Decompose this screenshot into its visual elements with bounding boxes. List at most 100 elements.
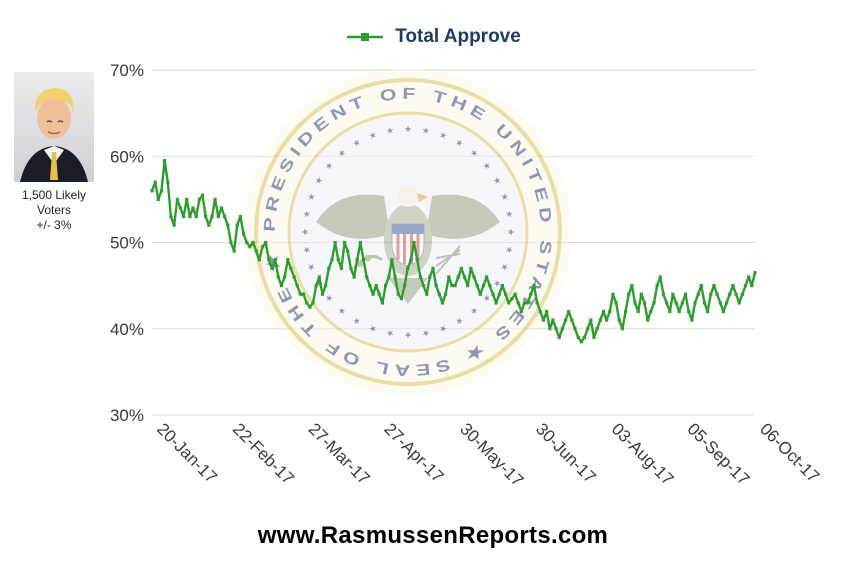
sample-size-caption: 1,500 Likely Voters +/- 3% xyxy=(12,188,96,233)
data-point-marker xyxy=(185,197,189,201)
data-point-marker xyxy=(576,335,580,339)
seal-star: ★ xyxy=(454,315,466,328)
data-point-marker xyxy=(605,318,609,322)
data-point-marker xyxy=(624,309,628,314)
trump-photo xyxy=(14,72,94,182)
data-point-marker xyxy=(570,318,574,322)
data-point-marker xyxy=(428,275,432,279)
data-point-marker xyxy=(601,309,606,314)
data-point-marker xyxy=(339,266,343,270)
data-point-marker xyxy=(242,232,246,236)
data-point-marker xyxy=(652,301,656,305)
data-point-marker xyxy=(507,301,511,305)
series-layer xyxy=(150,159,757,344)
data-point-marker xyxy=(560,327,564,331)
seal-star: ★ xyxy=(491,175,504,187)
data-point-marker xyxy=(472,275,476,279)
caption-line-3: +/- 3% xyxy=(36,218,72,232)
subject-photo-block: 1,500 Likely Voters +/- 3% xyxy=(12,72,96,233)
data-point-marker xyxy=(260,245,265,249)
data-point-marker xyxy=(737,301,741,305)
seal-star: ★ xyxy=(351,315,363,328)
data-point-marker xyxy=(273,258,277,262)
data-point-marker xyxy=(462,275,467,279)
data-point-marker xyxy=(706,309,710,314)
legend-line-marker-icon xyxy=(347,33,384,41)
data-point-marker xyxy=(617,318,621,322)
data-point-marker xyxy=(267,258,271,262)
data-point-marker xyxy=(169,215,173,219)
data-point-marker xyxy=(488,284,492,288)
data-point-marker xyxy=(642,301,647,305)
data-point-marker xyxy=(336,258,340,262)
data-point-marker xyxy=(671,292,675,296)
data-point-marker xyxy=(437,292,441,296)
data-point-marker xyxy=(197,197,201,201)
data-point-marker xyxy=(346,249,350,253)
data-point-marker xyxy=(564,318,568,322)
data-point-marker xyxy=(554,327,558,331)
data-point-marker xyxy=(567,309,571,314)
data-point-marker xyxy=(311,301,315,305)
data-point-marker xyxy=(687,309,691,314)
data-point-marker xyxy=(526,301,530,305)
data-point-marker xyxy=(743,284,748,288)
data-point-marker xyxy=(327,266,331,270)
chart-legend: Total Approve xyxy=(0,26,866,48)
x-tick-label: 27-Mar-17 xyxy=(305,419,374,488)
data-point-marker xyxy=(343,240,347,245)
data-point-marker xyxy=(665,301,669,305)
data-point-marker xyxy=(680,301,684,305)
tie xyxy=(50,152,58,180)
data-point-marker xyxy=(396,292,400,296)
data-point-marker xyxy=(153,180,157,184)
seal-star: ★ xyxy=(301,209,312,219)
y-tick-label: 60% xyxy=(110,147,144,166)
seal-star: ★ xyxy=(438,129,449,141)
seal-star: ★ xyxy=(404,124,412,134)
data-point-marker xyxy=(415,258,419,262)
data-point-marker xyxy=(677,309,681,314)
data-point-marker xyxy=(614,301,618,305)
data-point-marker xyxy=(696,292,700,296)
y-tick-label: 70% xyxy=(110,61,144,80)
data-point-marker xyxy=(333,240,337,245)
data-point-marker xyxy=(175,197,179,201)
data-point-marker xyxy=(633,301,637,305)
caption-line-2: Voters xyxy=(36,203,72,217)
seal-star: ★ xyxy=(312,278,325,290)
y-tick-label: 40% xyxy=(110,320,144,339)
data-point-marker xyxy=(491,292,495,296)
data-point-marker xyxy=(349,266,353,270)
x-tick-label: 30-May-17 xyxy=(456,419,527,490)
legend-label: Total Approve xyxy=(395,26,521,47)
data-point-marker xyxy=(289,266,293,270)
data-point-marker xyxy=(740,292,744,296)
data-point-marker xyxy=(292,275,296,279)
data-point-marker xyxy=(668,309,672,314)
data-point-marker xyxy=(655,284,659,288)
seal-star: ★ xyxy=(367,129,378,141)
face xyxy=(37,97,71,139)
data-point-marker xyxy=(399,297,403,301)
data-point-marker xyxy=(257,258,261,262)
data-point-marker xyxy=(753,271,757,275)
data-point-marker xyxy=(200,193,205,197)
data-point-marker xyxy=(390,258,394,262)
data-point-marker xyxy=(481,284,486,288)
data-point-marker xyxy=(545,309,549,314)
seal-star: ★ xyxy=(504,209,515,219)
seal-star: ★ xyxy=(491,278,504,290)
data-point-marker xyxy=(532,284,536,288)
data-point-marker xyxy=(226,223,230,227)
seal-star: ★ xyxy=(351,136,363,149)
data-point-marker xyxy=(538,309,542,314)
data-point-marker xyxy=(358,240,362,245)
data-point-marker xyxy=(172,223,176,227)
seal-star: ★ xyxy=(499,262,511,273)
data-point-marker xyxy=(223,215,227,219)
data-point-marker xyxy=(661,292,665,296)
data-point-marker xyxy=(431,266,435,270)
